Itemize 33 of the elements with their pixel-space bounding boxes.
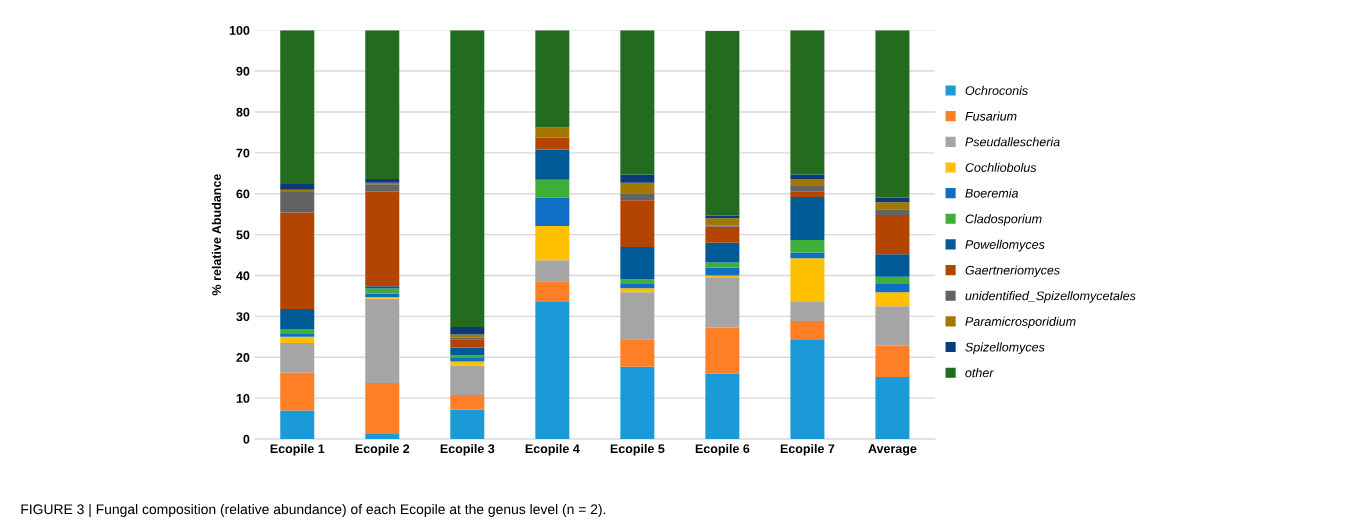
y-tick-label: 100 <box>229 25 250 35</box>
x-tick-label: Ecopile 4 <box>525 443 580 456</box>
y-tick-label: 40 <box>236 271 250 281</box>
legend-label: unidentified_Spizellomycetales <box>965 291 1136 303</box>
y-tick-label: 30 <box>236 312 250 322</box>
y-axis-title: % relative Abudance <box>211 174 221 296</box>
legend-label: Gaertneriomyces <box>965 265 1060 278</box>
legend-label: Pseudallescheria <box>965 137 1060 147</box>
legend-label: Fusarium <box>965 111 1017 121</box>
legend-label: Cladosporium <box>965 214 1042 226</box>
legend-label: Spizellomyces <box>965 342 1045 355</box>
x-tick-label: Ecopile 3 <box>440 443 495 456</box>
y-tick-label: 50 <box>236 230 250 240</box>
x-tick-label: Ecopile 5 <box>610 443 665 456</box>
y-tick-label: 10 <box>236 393 250 403</box>
legend-label: Cochliobolus <box>965 162 1037 172</box>
legend-label: Paramicrosporidium <box>965 316 1076 329</box>
y-tick-label: 90 <box>236 66 250 76</box>
x-tick-label: Ecopile 2 <box>355 443 410 456</box>
y-tick-label: 20 <box>236 353 250 362</box>
legend-label: Ochroconis <box>965 85 1028 96</box>
x-tick-label: Ecopile 6 <box>695 443 750 456</box>
y-tick-label: 0 <box>243 434 250 444</box>
y-tick-label: 80 <box>236 107 250 117</box>
y-tick-label: 70 <box>236 148 250 158</box>
legend-label: Powellomyces <box>965 239 1045 252</box>
x-tick-label: Ecopile 7 <box>780 443 835 456</box>
x-tick-label: Average <box>868 444 917 456</box>
caption: FIGURE 3 | Fungal composition (relative abundance) of each Ecopile at the genus level (n = 2). <box>21 503 606 517</box>
legend-label: Boeremia <box>965 188 1019 198</box>
x-tick-label: Ecopile 1 <box>270 443 325 456</box>
y-tick-label: 60 <box>236 189 250 199</box>
legend-label: other <box>965 368 994 378</box>
